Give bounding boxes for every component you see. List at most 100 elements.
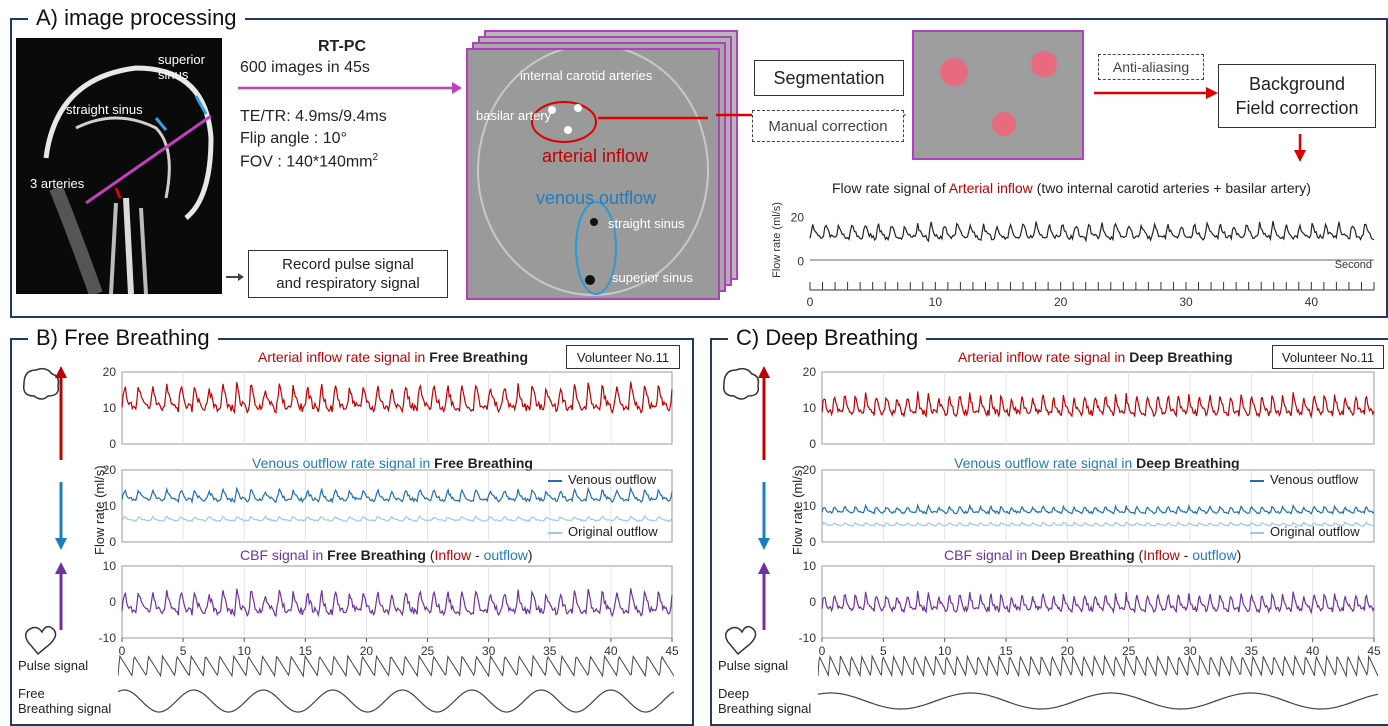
pulse-line: [118, 654, 674, 678]
b-legend-original: Original outflow: [548, 524, 658, 539]
y-tick-label: 20: [103, 366, 117, 379]
x-tick-label: 10: [938, 644, 952, 658]
c-legend-original: Original outflow: [1250, 524, 1360, 539]
rtpc-title: RT-PC: [318, 38, 366, 55]
x-tick-label: 30: [1183, 644, 1197, 658]
c-legend-venous: Venous outflow: [1250, 472, 1358, 487]
x-tick-label: 20: [1054, 295, 1068, 309]
y-tick-label: 0: [109, 535, 116, 546]
c-pulse-label: Pulse signal: [718, 658, 789, 673]
y-axis-label: Flow rate (ml/s): [771, 202, 783, 278]
x-tick-label: 10: [929, 295, 943, 309]
label-arterial-inflow: arterial inflow: [542, 146, 649, 166]
y-tick-label: 10: [803, 401, 817, 415]
b-left-decor: [22, 366, 67, 656]
b-cbf-title: CBF signal in Free Breathing (Inflow - o…: [240, 547, 533, 563]
plot-frame: [121, 371, 673, 445]
label-basilar-artery: basilar artery: [476, 108, 552, 123]
record-signal-box: Record pulse signal and respiratory signa…: [248, 250, 448, 298]
panel-b-title: B) Free Breathing: [28, 326, 218, 350]
x-tick-label: 30: [1179, 295, 1193, 309]
label-superior-sinus-pc: superior sinus: [612, 270, 693, 285]
c-breathing-signal: [818, 692, 1378, 710]
x-tick-label: 40: [604, 644, 618, 658]
phase-contrast-drawing: [477, 50, 709, 296]
b-pulse-label: Pulse signal: [18, 658, 89, 673]
y-tick-label: 20: [791, 211, 805, 225]
flow-chart-title: Flow rate signal of Arterial inflow (two…: [832, 180, 1311, 196]
c-pulse-signal: [818, 654, 1378, 678]
brain-icon-c: [722, 367, 760, 400]
panel-c-title: C) Deep Breathing: [728, 326, 927, 350]
label-straight-sinus: straight sinus: [66, 102, 143, 117]
c-left-decor: [722, 366, 770, 656]
x-unit-label: Second: [1335, 259, 1372, 271]
chart-b-venous: 0 10 20: [103, 464, 673, 546]
rtpc-te-tr: TE/TR: 4.9ms/9.4ms: [240, 108, 387, 125]
y-tick-label: 10: [103, 499, 117, 513]
heart-icon-b: [25, 625, 57, 656]
x-tick-label: 35: [1245, 644, 1259, 658]
segmented-drawing: [940, 51, 1057, 136]
x-tick-label: 35: [543, 644, 557, 658]
series-line: [121, 588, 673, 618]
y-tick-label: 0: [109, 437, 116, 448]
rtpc-fov: FOV : 140*140mm2: [240, 152, 379, 171]
y-tick-label: 0: [809, 437, 816, 448]
x-tick-label: 0: [119, 644, 126, 658]
plot-frame: [821, 371, 1375, 445]
rtpc-flip-angle: Flip angle : 10°: [240, 130, 347, 147]
rtpc-images: 600 images in 45s: [240, 59, 370, 76]
series-line: [121, 514, 673, 523]
y-tick-label: 0: [797, 255, 804, 269]
label-straight-sinus-pc: straight sinus: [608, 216, 685, 231]
x-tick-label: 40: [1306, 644, 1320, 658]
series-line: [121, 381, 673, 415]
heart-icon-c: [725, 625, 757, 656]
b-pulse-signal: [118, 654, 674, 678]
x-tick-label: 10: [238, 644, 252, 658]
c-breath-label: Deep Breathing signal: [718, 686, 812, 716]
plot-frame: [121, 469, 673, 543]
arrow-to-record: [226, 273, 244, 281]
c-cbf-title: CBF signal in Deep Breathing (Inflow - o…: [944, 547, 1242, 563]
chart-a-flow: 0 20 0 10 20 30 40 Second Flow rate (ml/s): [771, 202, 1375, 309]
x-tick-label: 45: [665, 644, 679, 658]
x-tick-label: 0: [819, 644, 826, 658]
series-line: [821, 590, 1375, 615]
x-tick-label: 15: [999, 644, 1013, 658]
y-tick-label: 20: [103, 464, 117, 477]
phase-contrast-image: internal carotid arteries basilar artery…: [466, 48, 720, 300]
segmented-image: [912, 30, 1084, 160]
y-tick-label: 0: [809, 595, 816, 609]
y-tick-label: -10: [99, 631, 117, 645]
breathing-line: [118, 689, 674, 713]
y-tick-label: 10: [803, 499, 817, 513]
arrow-to-background: [1094, 87, 1218, 99]
series-line: [121, 486, 673, 505]
x-tick-label: 0: [807, 295, 814, 309]
background-correction-box: Background Field correction: [1218, 64, 1376, 128]
brain-icon-b: [22, 367, 60, 400]
y-tick-label: -10: [799, 631, 817, 645]
y-tick-label: 0: [109, 595, 116, 609]
y-tick-label: 10: [103, 560, 117, 573]
x-tick-label: 25: [1122, 644, 1136, 658]
b-legend-venous: Venous outflow: [548, 472, 656, 487]
anti-aliasing-box: Anti-aliasing: [1098, 54, 1204, 80]
y-tick-label: 20: [803, 366, 817, 379]
c-arterial-title: Arterial inflow rate signal in Deep Brea…: [958, 349, 1233, 365]
y-tick-label: 10: [803, 560, 817, 573]
x-tick-label: 20: [360, 644, 374, 658]
panel-a-title: A) image processing: [28, 6, 245, 30]
b-venous-title: Venous outflow rate signal in Free Breat…: [252, 455, 533, 471]
volunteer-badge-b: Volunteer No.11: [566, 345, 680, 369]
plot-frame: [821, 565, 1375, 639]
arrow-down-to-flow: [1294, 134, 1306, 162]
x-tick-label: 25: [421, 644, 435, 658]
label-venous-outflow: venous outflow: [536, 188, 657, 208]
series-line: [809, 220, 1375, 243]
chart-c-arterial: 0 10 20: [803, 366, 1375, 448]
label-superior-sinus: superior sinus: [158, 52, 205, 82]
